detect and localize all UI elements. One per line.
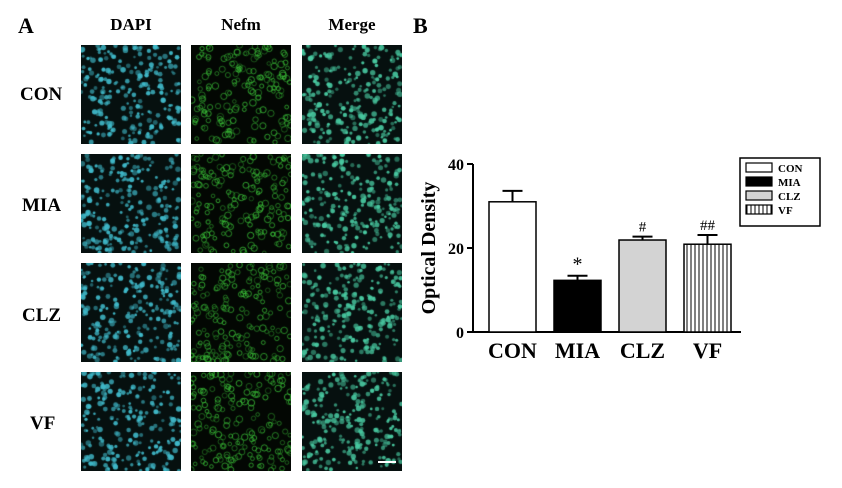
panel-b-letter: B <box>413 13 428 38</box>
bar-con <box>488 201 537 333</box>
micrograph-mia-nefm <box>191 154 291 253</box>
micrograph-vf-merge <box>302 372 402 471</box>
micrograph-clz-nefm <box>191 263 291 362</box>
legend-swatch-clz <box>745 190 773 201</box>
legend-label-mia: MIA <box>778 177 801 189</box>
legend-label-con: CON <box>778 163 803 175</box>
legend-swatch-con <box>745 162 773 173</box>
significance-mia: * <box>573 254 583 276</box>
significance-clz: # <box>639 220 647 236</box>
row-label-vf: VF <box>30 413 56 434</box>
column-header-dapi: DAPI <box>110 15 152 34</box>
significance-vf: ## <box>700 218 716 234</box>
micrograph-vf-dapi <box>81 372 181 471</box>
column-header-merge: Merge <box>328 15 376 34</box>
legend-swatch-vf <box>745 204 773 215</box>
micrograph-con-dapi <box>81 45 181 144</box>
bar-mia <box>553 279 602 333</box>
column-header-nefm: Nefm <box>221 15 261 34</box>
micrograph-mia-dapi <box>81 154 181 253</box>
y-axis-label: Optical Density <box>418 182 440 315</box>
row-label-mia: MIA <box>22 195 62 216</box>
legend-label-clz: CLZ <box>778 191 801 203</box>
y-tick-label: 20 <box>448 241 464 258</box>
legend-label-vf: VF <box>778 205 793 217</box>
panel-a-letter: A <box>18 13 34 38</box>
micrograph-vf-nefm <box>191 372 291 471</box>
micrograph-clz-merge <box>302 263 402 362</box>
legend-swatch-mia <box>745 176 773 187</box>
x-tick-label-con: CON <box>488 338 537 363</box>
y-tick-label: 40 <box>448 157 464 174</box>
bar-chart: 0 20 40 Optical Density CON * MIA # CLZ ## VF CON MI… <box>418 157 821 363</box>
micrograph-mia-merge <box>302 154 402 253</box>
micrograph-con-merge <box>302 45 402 144</box>
y-tick-label: 0 <box>456 325 464 342</box>
bar-clz <box>618 239 667 333</box>
x-tick-label-vf: VF <box>693 338 722 363</box>
scale-bar <box>378 461 396 463</box>
x-tick-label-mia: MIA <box>555 338 600 363</box>
x-tick-label-clz: CLZ <box>620 338 665 363</box>
bar-vf <box>683 243 732 333</box>
row-label-clz: CLZ <box>22 305 62 326</box>
micrograph-clz-dapi <box>81 263 181 362</box>
micrograph-con-nefm <box>191 45 291 144</box>
row-label-con: CON <box>20 84 63 105</box>
